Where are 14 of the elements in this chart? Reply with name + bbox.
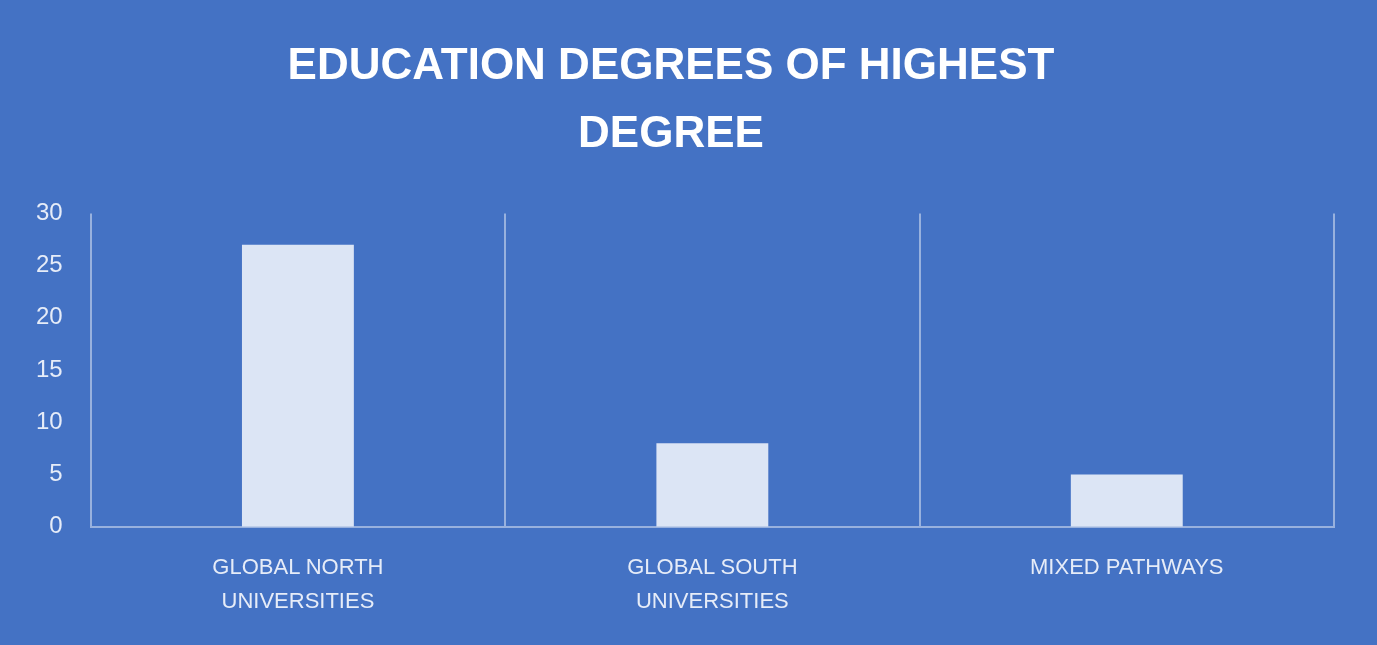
x-tick-label: GLOBAL NORTH UNIVERSITIES [212,553,384,614]
x-tick-label: MIXED PATHWAYS [1030,553,1224,579]
bar [241,244,354,527]
y-tick-label: 10 [35,406,63,434]
y-tick-label: 15 [35,354,63,382]
y-tick-label: 25 [35,250,63,278]
y-tick-label: 30 [35,198,63,226]
bar [1070,474,1183,527]
y-tick-label: 0 [49,511,63,539]
bar [656,443,769,527]
y-tick-label: 20 [35,302,63,330]
chart-title: EDUCATION DEGREES OF HIGHEST DEGREE [287,39,1055,157]
y-tick-label: 5 [49,459,63,487]
x-tick-label: GLOBAL SOUTH UNIVERSITIES [627,553,798,614]
